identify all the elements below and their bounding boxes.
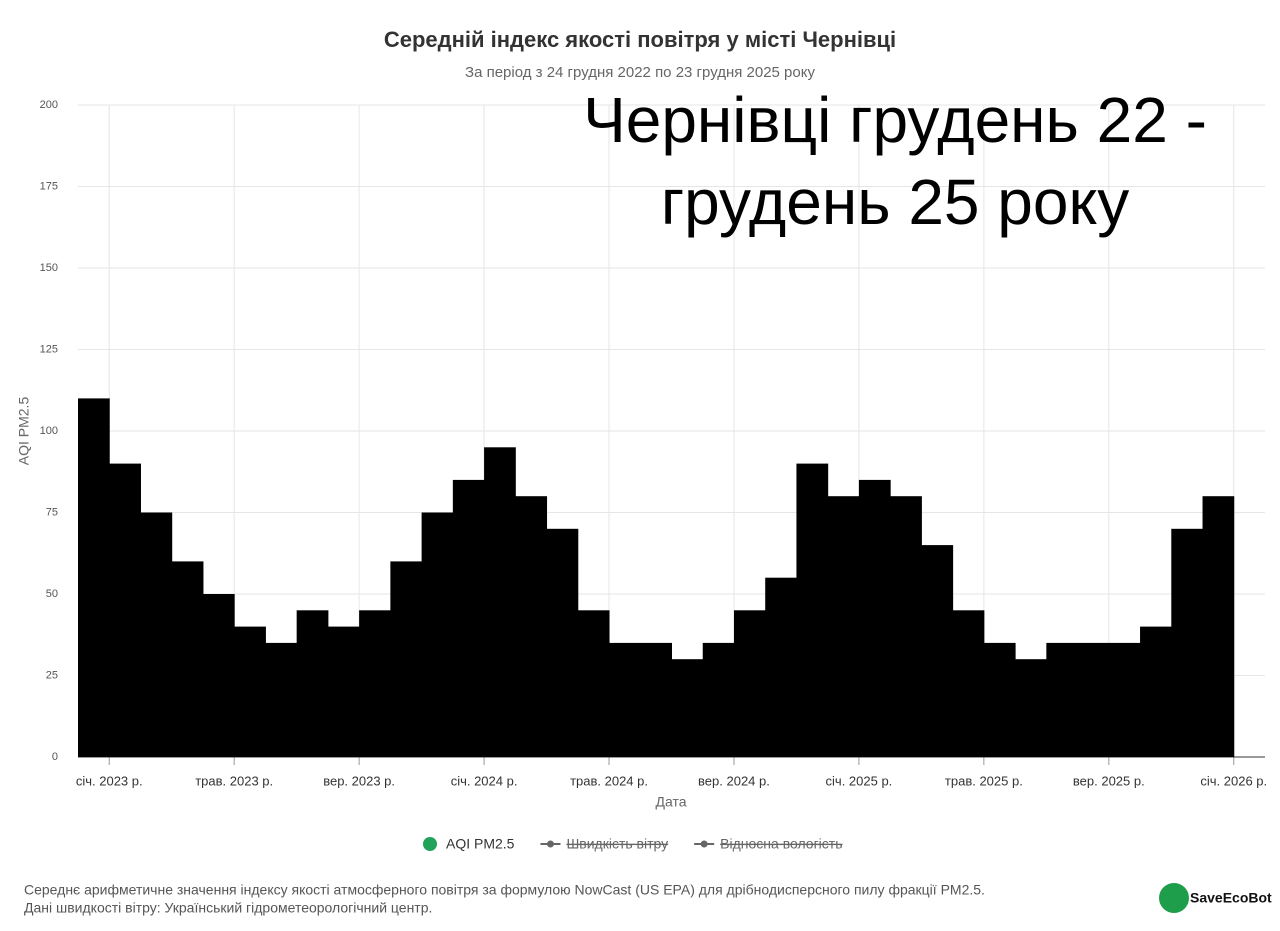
bar bbox=[1171, 528, 1204, 757]
bar bbox=[1140, 626, 1172, 757]
x-tick-label: вер. 2025 р. bbox=[1073, 773, 1145, 788]
bar bbox=[858, 479, 891, 757]
bar bbox=[1202, 496, 1235, 757]
y-tick-label: 25 bbox=[46, 669, 58, 681]
bar bbox=[390, 561, 423, 757]
bar bbox=[359, 610, 391, 757]
bar bbox=[265, 642, 298, 757]
x-tick-label: трав. 2025 р. bbox=[945, 773, 1023, 788]
y-tick-label: 175 bbox=[40, 180, 58, 192]
bar bbox=[234, 626, 266, 757]
bar bbox=[733, 610, 766, 757]
bar bbox=[890, 496, 922, 757]
bar bbox=[765, 577, 797, 757]
bar bbox=[109, 463, 141, 757]
bar bbox=[702, 642, 735, 757]
bar bbox=[983, 642, 1016, 757]
bar bbox=[952, 610, 985, 757]
x-tick-label: вер. 2023 р. bbox=[323, 773, 395, 788]
bar bbox=[577, 610, 610, 757]
bar bbox=[421, 512, 454, 757]
bar bbox=[327, 626, 360, 757]
annotation: Чернівці грудень 22 - bbox=[583, 84, 1207, 156]
bar bbox=[1015, 659, 1047, 757]
bar bbox=[484, 447, 516, 757]
bar bbox=[78, 398, 110, 757]
bar bbox=[921, 545, 954, 757]
chart-subtitle: За період з 24 грудня 2022 по 23 грудня … bbox=[465, 64, 815, 81]
x-tick-label: січ. 2024 р. bbox=[451, 773, 518, 788]
y-tick-label: 125 bbox=[40, 343, 58, 355]
bar bbox=[296, 610, 329, 757]
footnote: Середнє арифметичне значення індексу яко… bbox=[24, 882, 985, 898]
bar bbox=[202, 594, 235, 757]
y-tick-label: 150 bbox=[40, 262, 58, 274]
x-tick-label: січ. 2025 р. bbox=[826, 773, 893, 788]
legend-label[interactable]: AQI PM2.5 bbox=[446, 836, 515, 852]
bar bbox=[140, 512, 173, 757]
bar bbox=[1077, 642, 1110, 757]
x-tick-label: трав. 2024 р. bbox=[570, 773, 648, 788]
y-tick-label: 100 bbox=[40, 425, 58, 437]
legend-marker bbox=[423, 837, 437, 851]
bar bbox=[515, 496, 548, 757]
y-axis-title: AQI PM2.5 bbox=[16, 397, 32, 466]
legend-marker bbox=[546, 840, 554, 848]
bar bbox=[671, 659, 704, 757]
bar bbox=[796, 463, 829, 757]
bar bbox=[827, 496, 860, 757]
y-tick-label: 200 bbox=[40, 99, 58, 111]
annotation: грудень 25 року bbox=[661, 166, 1129, 238]
brand: SaveEcoBot bbox=[1190, 890, 1272, 906]
x-tick-label: вер. 2024 р. bbox=[698, 773, 770, 788]
legend-label[interactable]: Відносна вологість bbox=[720, 836, 842, 852]
x-axis-title: Дата bbox=[655, 794, 686, 810]
bar bbox=[640, 642, 672, 757]
brand-logo bbox=[1159, 883, 1189, 913]
x-tick-label: січ. 2026 р. bbox=[1200, 773, 1267, 788]
bar bbox=[1046, 642, 1079, 757]
x-tick-label: січ. 2023 р. bbox=[76, 773, 143, 788]
bar bbox=[1108, 642, 1141, 757]
chart-title: Середній індекс якості повітря у місті Ч… bbox=[384, 27, 896, 52]
legend-label[interactable]: Швидкість вітру bbox=[566, 836, 668, 852]
footnote: Дані швидкості вітру: Український гідром… bbox=[24, 900, 432, 916]
y-tick-label: 0 bbox=[52, 751, 58, 763]
bar bbox=[171, 561, 204, 757]
y-tick-label: 75 bbox=[46, 506, 58, 518]
y-tick-label: 50 bbox=[46, 588, 58, 600]
bar bbox=[546, 528, 579, 757]
bar bbox=[609, 642, 641, 757]
bar bbox=[452, 479, 485, 757]
legend-marker bbox=[700, 840, 708, 848]
x-tick-label: трав. 2023 р. bbox=[195, 773, 273, 788]
